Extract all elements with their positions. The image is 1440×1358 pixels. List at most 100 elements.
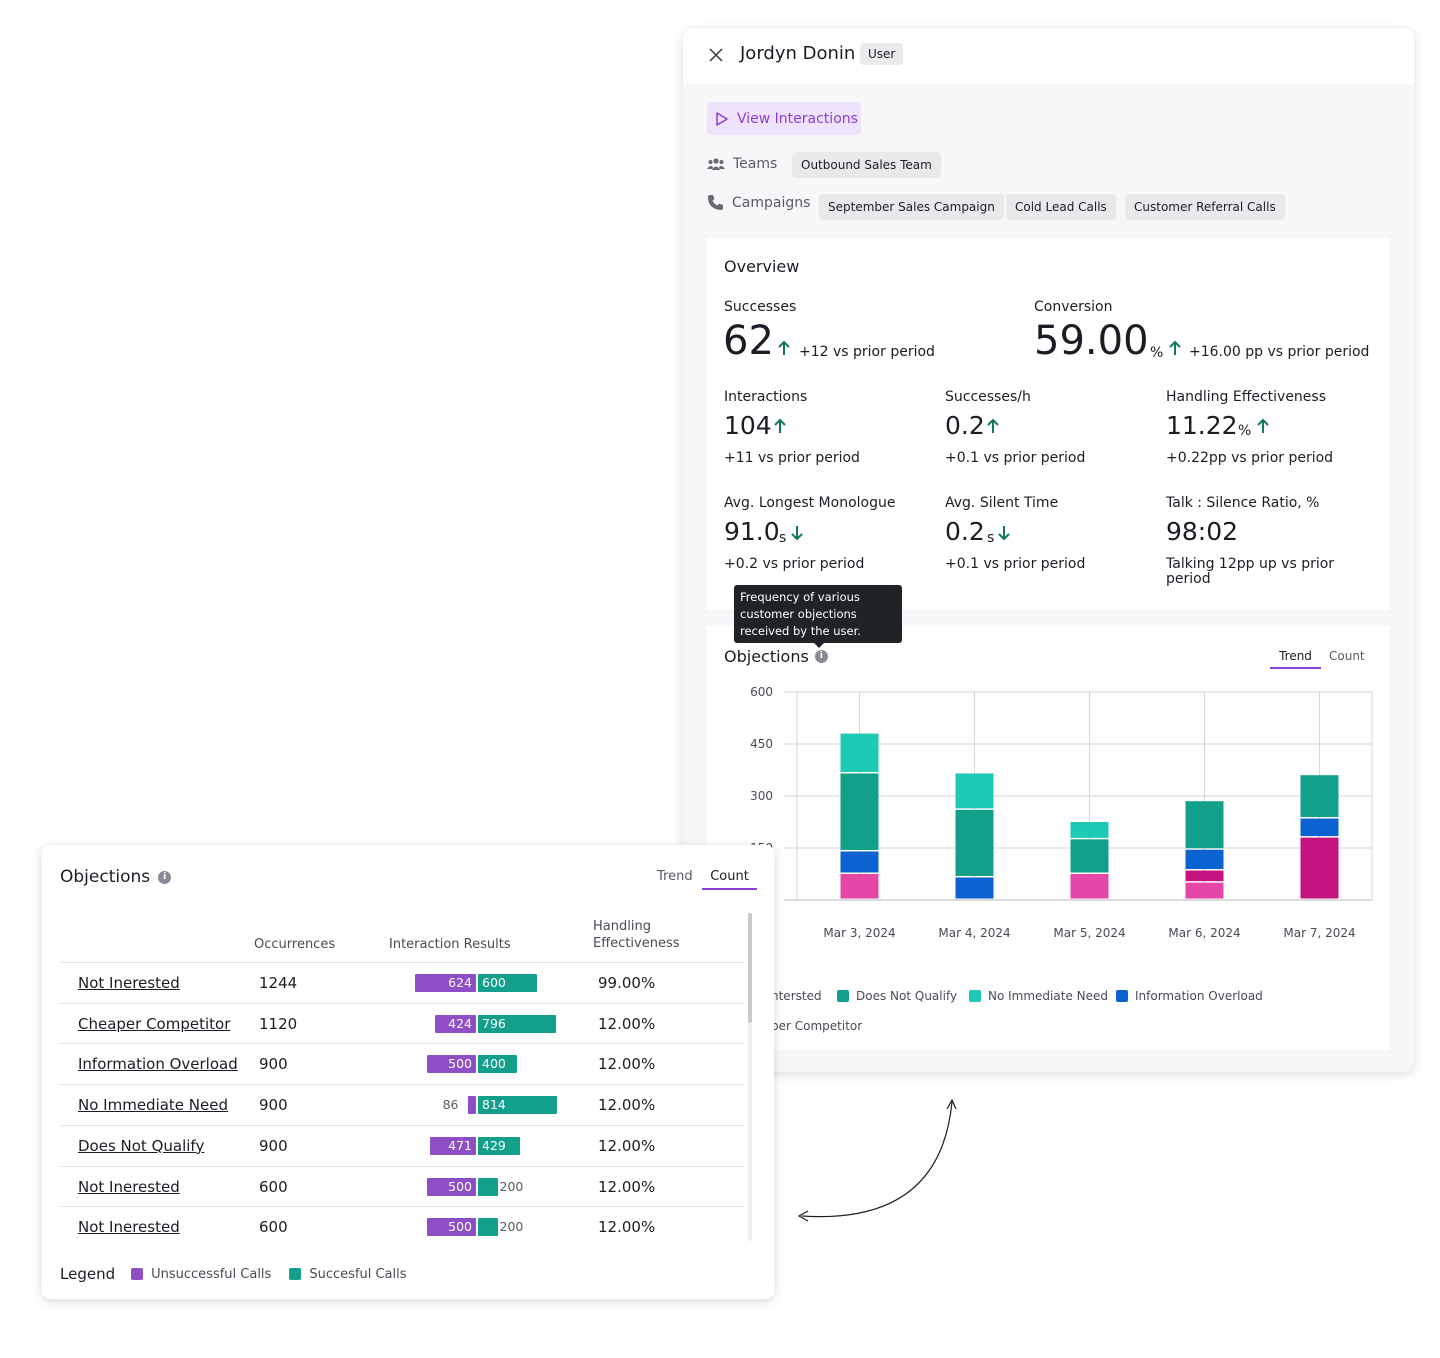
- legend-label: Unsuccessful Calls: [151, 1266, 272, 1282]
- talk-ratio-label: Talk : Silence Ratio, %: [1166, 495, 1320, 511]
- campaign-tag[interactable]: September Sales Campaign: [819, 194, 1004, 220]
- silent-value: 0.2: [945, 517, 985, 546]
- bar-segment: [840, 851, 879, 873]
- successful-value: 600: [482, 975, 506, 990]
- objection-name-link[interactable]: Not Inerested: [78, 1177, 180, 1196]
- legend-label: Information Overload: [1135, 989, 1263, 1003]
- bar-segment: [1185, 801, 1224, 849]
- table-row[interactable]: Not Inerested 1244 99.00% 624 600: [60, 962, 744, 1003]
- legend-label: Succesful Calls: [309, 1266, 407, 1282]
- info-icon[interactable]: i: [814, 650, 828, 663]
- table-row[interactable]: Not Inerested 600 12.00% 200 500: [60, 1165, 744, 1207]
- bar-segment: [1070, 874, 1109, 899]
- tab-count[interactable]: Count: [702, 869, 757, 890]
- objections-chart-card: Objections i Trend Count 150300450600Mar…: [707, 626, 1389, 1050]
- bar-segment: [1300, 818, 1339, 837]
- unsuccessful-value: 424: [448, 1015, 472, 1031]
- monologue-label: Avg. Longest Monologue: [724, 495, 896, 511]
- objection-name-link[interactable]: Does Not Qualify: [78, 1136, 205, 1155]
- table-row[interactable]: Cheaper Competitor 1120 12.00% 424 796: [60, 1002, 744, 1044]
- connector-arrow-icon: [797, 1098, 957, 1222]
- phone-icon: [708, 195, 723, 210]
- unsuccessful-bar: 424: [434, 1014, 476, 1033]
- unsuccessful-value: 86: [442, 1097, 459, 1113]
- objection-name-link[interactable]: No Immediate Need: [78, 1096, 228, 1115]
- handling-unit: %: [1238, 423, 1252, 439]
- occurrences-value: 900: [259, 1096, 288, 1115]
- successes-label: Successes: [724, 299, 797, 315]
- unsuccessful-value: 500: [448, 1056, 472, 1072]
- table-row[interactable]: Information Overload 900 12.00% 500 400: [60, 1043, 744, 1084]
- legend-item: Information Overload: [1116, 989, 1263, 1003]
- panel-header: Jordyn Donin User: [683, 28, 1414, 84]
- teams-row: Teams: [707, 156, 777, 172]
- tab-trend[interactable]: Trend: [1270, 649, 1321, 669]
- successful-value: 400: [482, 1056, 506, 1072]
- legend-title: Legend: [60, 1265, 116, 1283]
- bar-segment: [1185, 882, 1224, 899]
- successful-bar: [478, 1177, 498, 1196]
- card-legend: Legend Unsuccessful Calls Succesful Call…: [60, 1265, 407, 1283]
- objection-name-link[interactable]: Not Inerested: [78, 974, 180, 992]
- unsuccessful-bar: 471: [430, 1136, 476, 1155]
- bar-segment: [840, 773, 879, 850]
- arrow-up-icon: [778, 340, 790, 355]
- tab-trend[interactable]: Trend: [657, 869, 693, 884]
- occurrences-value: 600: [259, 1218, 288, 1237]
- silent-note: +0.1 vs prior period: [945, 556, 1086, 572]
- y-tick-label: 450: [750, 737, 773, 751]
- x-tick-label: Mar 5, 2024: [1053, 926, 1125, 940]
- silent-label: Avg. Silent Time: [945, 495, 1059, 511]
- effectiveness-value: 12.00%: [598, 1136, 656, 1155]
- handling-note: +0.22pp vs prior period: [1166, 450, 1334, 466]
- bar-segment: [1070, 839, 1109, 873]
- table-row[interactable]: Not Inerested 600 12.00% 200 500: [60, 1206, 744, 1247]
- effectiveness-value: 12.00%: [598, 1055, 656, 1074]
- successful-bar: [478, 1218, 498, 1237]
- users-icon: [707, 158, 725, 170]
- x-tick-label: Mar 4, 2024: [938, 926, 1010, 940]
- tab-count[interactable]: Count: [1329, 649, 1365, 663]
- successful-value: 429: [482, 1137, 506, 1153]
- campaign-tag[interactable]: Customer Referral Calls: [1125, 194, 1285, 220]
- team-tag[interactable]: Outbound Sales Team: [792, 152, 941, 178]
- bar-segment: [1185, 870, 1224, 882]
- objection-name-link[interactable]: Cheaper Competitor: [78, 1014, 231, 1033]
- conversion-value: 59.00: [1034, 318, 1149, 364]
- campaigns-label: Campaigns: [732, 194, 811, 211]
- successes-note: +12 vs prior period: [799, 344, 935, 360]
- objection-name-link[interactable]: Not Inerested: [78, 1218, 180, 1237]
- user-name: Jordyn Donin: [740, 43, 856, 64]
- conversion-unit: %: [1150, 345, 1164, 361]
- monologue-note: +0.2 vs prior period: [724, 556, 865, 572]
- unsuccessful-bar: 500: [427, 1055, 476, 1074]
- bar-segment: [840, 733, 879, 772]
- legend-label: ntersted: [771, 989, 822, 1003]
- legend-item: ntersted: [771, 989, 822, 1003]
- campaigns-row: Campaigns: [707, 194, 810, 211]
- legend-swatch: [131, 1268, 144, 1280]
- scrollbar-thumb[interactable]: [748, 913, 752, 1023]
- objections-chart-title: Objections: [724, 647, 809, 666]
- info-icon[interactable]: i: [158, 870, 172, 884]
- scrollbar-track[interactable]: [748, 913, 752, 1241]
- legend-label: Does Not Qualify: [856, 989, 958, 1003]
- arrow-up-icon: [987, 418, 999, 433]
- table-row[interactable]: No Immediate Need 900 12.00% 86 814: [60, 1084, 744, 1125]
- successes-h-note: +0.1 vs prior period: [945, 450, 1086, 466]
- talk-ratio-note: Talking 12pp up vs prior period: [1166, 556, 1335, 587]
- view-interactions-button[interactable]: View Interactions: [707, 102, 861, 135]
- bar-segment: [1070, 822, 1109, 838]
- user-role-badge: User: [860, 43, 904, 65]
- y-tick-label: 600: [750, 685, 773, 699]
- unsuccessful-bar: [467, 1096, 476, 1115]
- close-icon[interactable]: [705, 44, 727, 66]
- interactions-label: Interactions: [724, 389, 808, 405]
- occurrences-value: 600: [259, 1177, 288, 1196]
- table-row[interactable]: Does Not Qualify 900 12.00% 471 429: [60, 1124, 744, 1166]
- campaign-tag[interactable]: Cold Lead Calls: [1006, 194, 1116, 220]
- objection-name-link[interactable]: Information Overload: [78, 1055, 238, 1074]
- objections-count-card: Objections i Trend Count Occurrences Int…: [42, 845, 774, 1299]
- successful-bar: 814: [478, 1096, 558, 1115]
- successful-value: 796: [482, 1015, 506, 1031]
